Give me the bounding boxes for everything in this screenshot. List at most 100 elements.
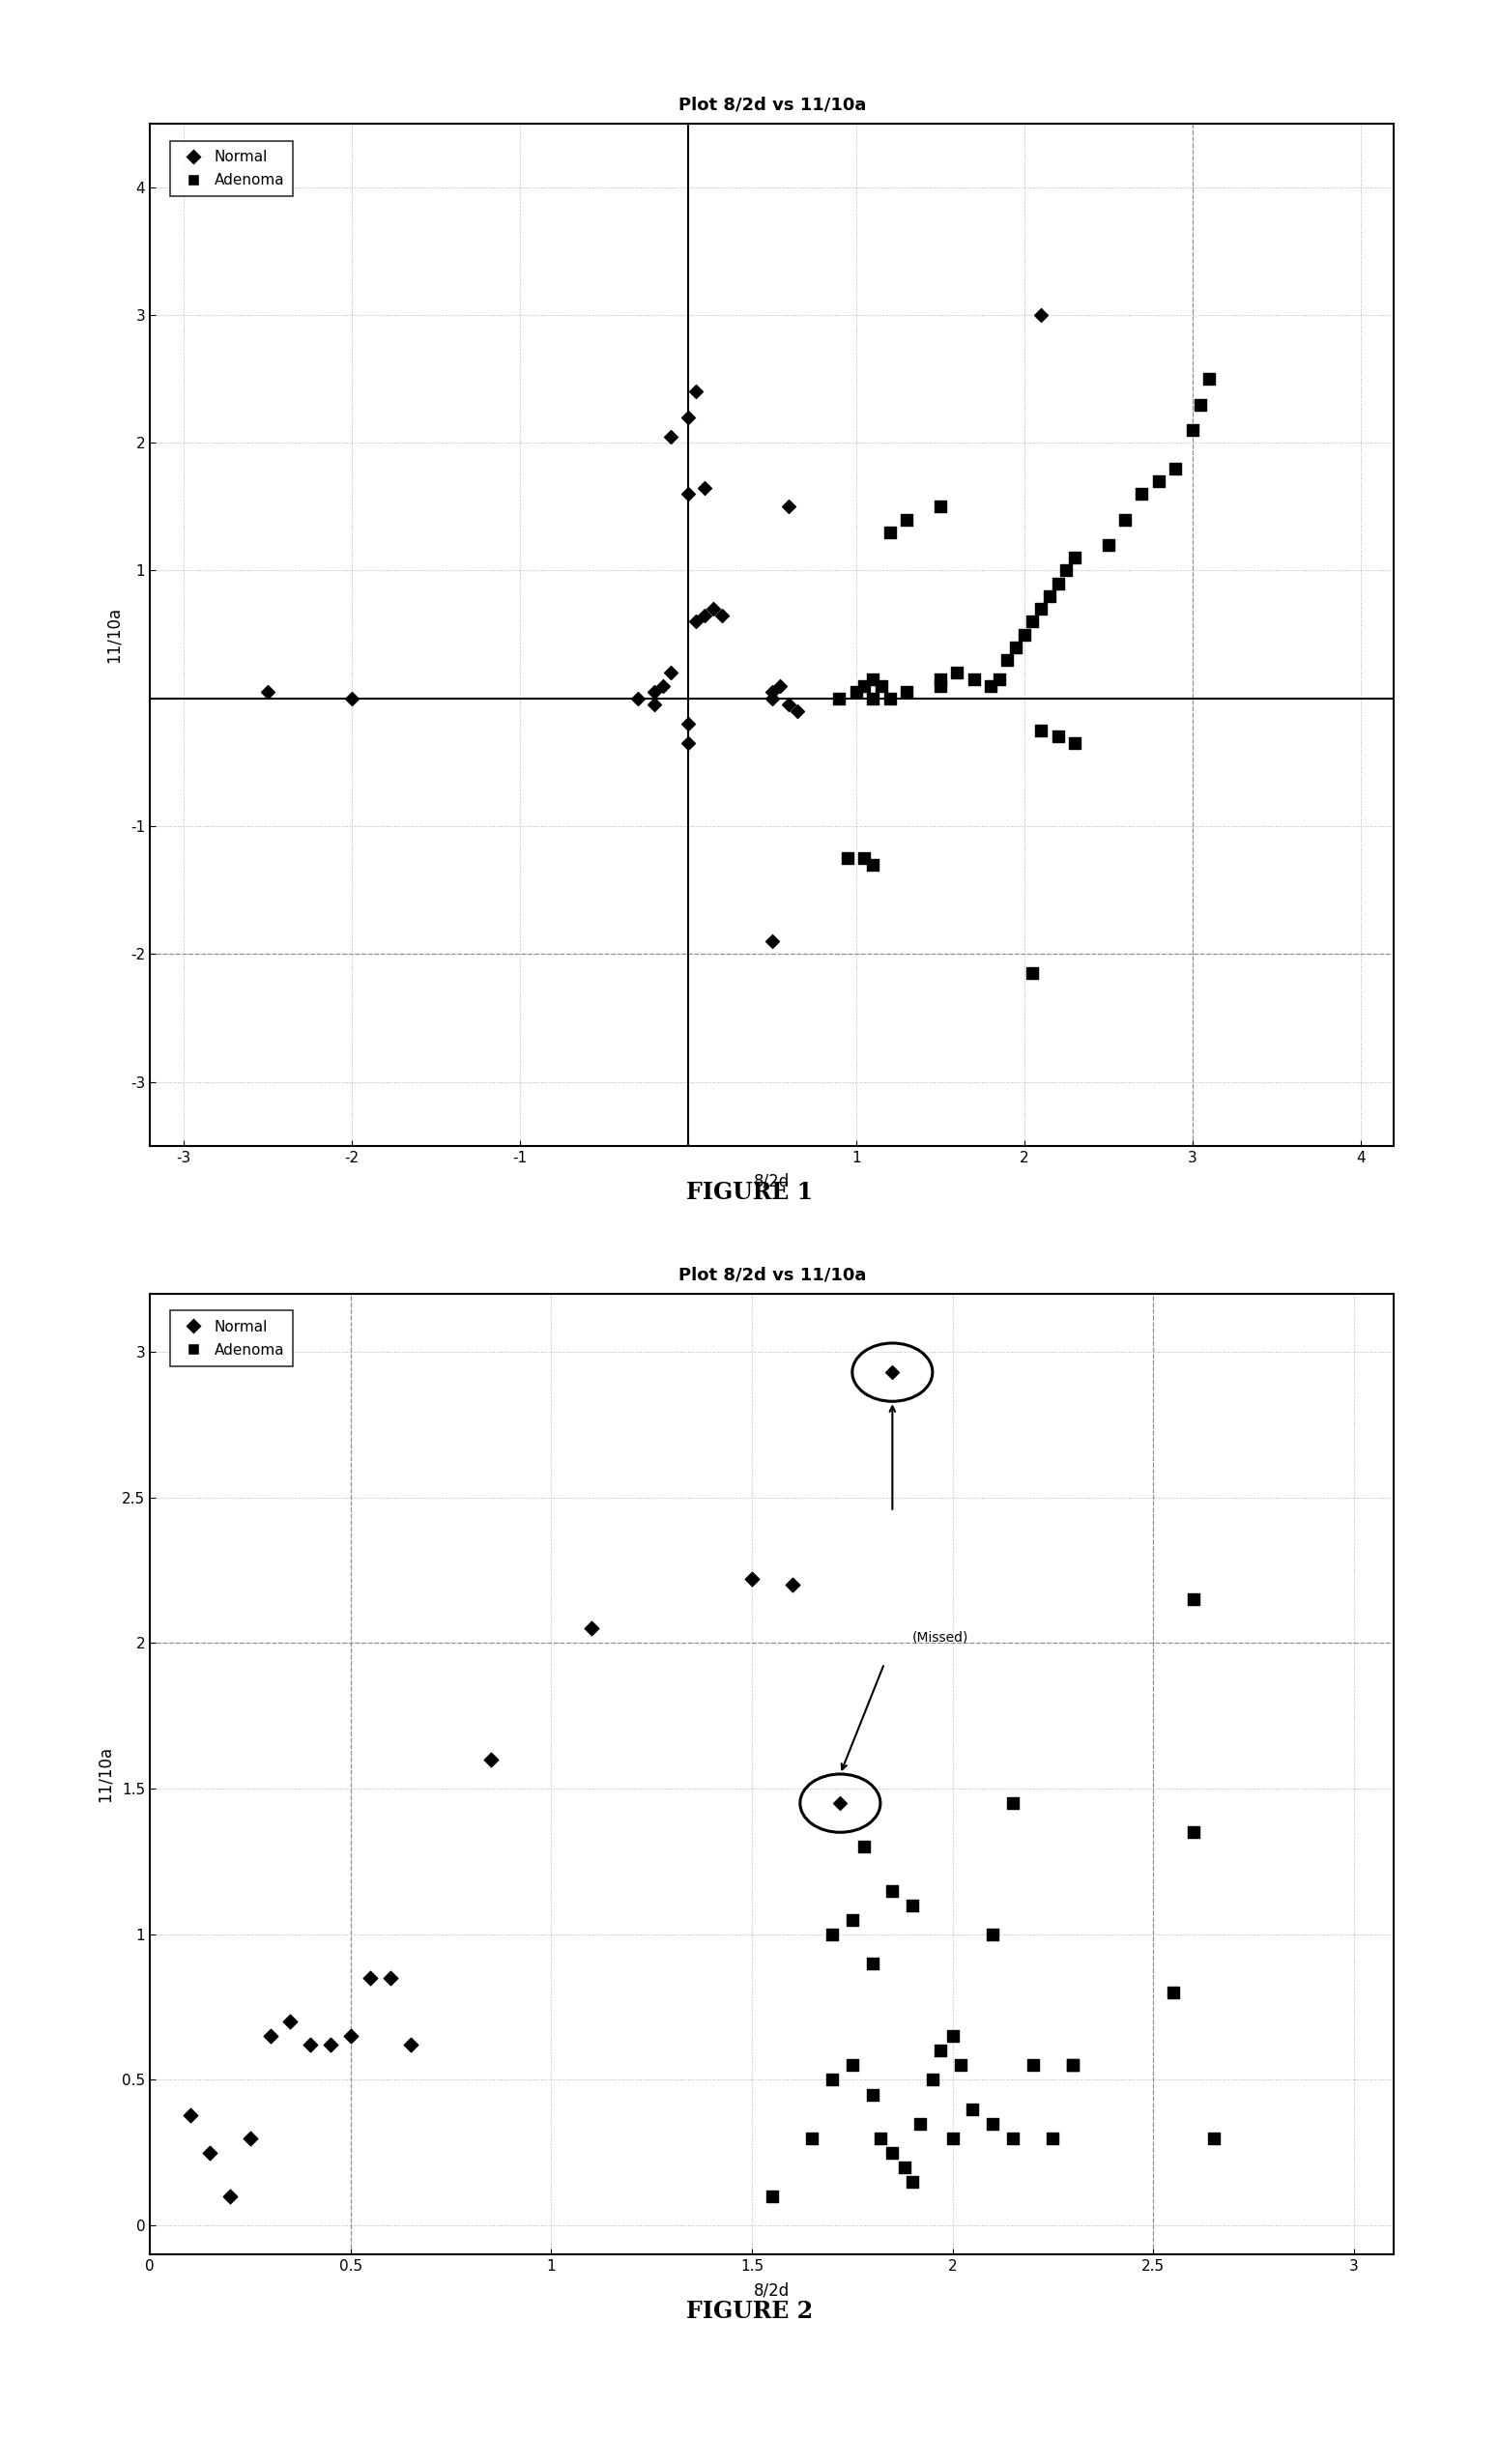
- Adenoma: [827, 678, 851, 717]
- Adenoma: [841, 1900, 865, 1939]
- Adenoma: [928, 2030, 952, 2070]
- Normal: [760, 673, 784, 712]
- Normal: [339, 2016, 363, 2055]
- Normal: [776, 488, 800, 527]
- Adenoma: [860, 660, 884, 700]
- Adenoma: [979, 665, 1003, 705]
- Normal: [178, 2094, 202, 2134]
- Adenoma: [1001, 2119, 1025, 2158]
- Adenoma: [853, 838, 877, 877]
- Adenoma: [920, 2060, 944, 2099]
- Adenoma: [1046, 717, 1070, 756]
- Normal: [198, 2134, 222, 2173]
- Normal: [298, 2025, 322, 2065]
- Adenoma: [995, 641, 1019, 680]
- Normal: [676, 724, 700, 764]
- Adenoma: [853, 1828, 877, 1868]
- Normal: [279, 2001, 303, 2040]
- Adenoma: [1021, 2045, 1045, 2085]
- Normal: [625, 678, 649, 717]
- Adenoma: [980, 2104, 1004, 2144]
- Normal: [785, 692, 809, 732]
- Normal: [676, 397, 700, 436]
- Normal: [399, 2025, 423, 2065]
- Adenoma: [1189, 384, 1213, 424]
- Text: (Missed): (Missed): [913, 1631, 968, 1643]
- Normal: [358, 1959, 382, 1998]
- Adenoma: [928, 665, 952, 705]
- Normal: [685, 601, 709, 641]
- Adenoma: [860, 678, 884, 717]
- Normal: [256, 673, 280, 712]
- Adenoma: [928, 660, 952, 700]
- Adenoma: [895, 673, 919, 712]
- Adenoma: [760, 2176, 784, 2215]
- Adenoma: [860, 845, 884, 885]
- Adenoma: [901, 2161, 925, 2200]
- Adenoma: [860, 1944, 884, 1984]
- Adenoma: [869, 665, 893, 705]
- Normal: [642, 673, 666, 712]
- Adenoma: [1046, 564, 1070, 604]
- Adenoma: [1147, 461, 1171, 500]
- Adenoma: [1202, 2119, 1226, 2158]
- Normal: [580, 1609, 604, 1648]
- Adenoma: [892, 2149, 916, 2188]
- Text: FIGURE 2: FIGURE 2: [687, 2299, 812, 2324]
- Adenoma: [1028, 710, 1052, 749]
- Adenoma: [1096, 525, 1120, 564]
- Legend: Normal, Adenoma: Normal, Adenoma: [169, 1311, 294, 1365]
- Point: [880, 1353, 904, 1392]
- Normal: [238, 2119, 262, 2158]
- Adenoma: [860, 2075, 884, 2114]
- X-axis label: 8/2d: 8/2d: [754, 1173, 790, 1190]
- Adenoma: [1021, 954, 1045, 993]
- Adenoma: [820, 2060, 844, 2099]
- Adenoma: [868, 2119, 892, 2158]
- Adenoma: [878, 678, 902, 717]
- Title: Plot 8/2d vs 11/10a: Plot 8/2d vs 11/10a: [678, 96, 866, 113]
- Legend: Normal, Adenoma: Normal, Adenoma: [169, 140, 294, 197]
- Adenoma: [949, 2045, 973, 2085]
- Adenoma: [835, 838, 859, 877]
- Normal: [769, 665, 793, 705]
- Adenoma: [1198, 360, 1222, 399]
- Adenoma: [1012, 616, 1036, 655]
- Adenoma: [908, 2104, 932, 2144]
- Adenoma: [940, 2119, 964, 2158]
- Adenoma: [986, 660, 1010, 700]
- Normal: [693, 468, 717, 508]
- Y-axis label: 11/10a: 11/10a: [96, 1747, 114, 1801]
- Adenoma: [1130, 473, 1154, 513]
- Adenoma: [878, 513, 902, 552]
- Normal: [693, 596, 717, 636]
- Normal: [660, 416, 684, 456]
- Adenoma: [1004, 628, 1028, 668]
- Normal: [676, 705, 700, 744]
- Adenoma: [1181, 1814, 1205, 1853]
- Adenoma: [944, 653, 968, 692]
- Adenoma: [1063, 724, 1087, 764]
- Adenoma: [1061, 2045, 1085, 2085]
- Normal: [776, 685, 800, 724]
- Normal: [318, 2025, 342, 2065]
- Normal: [480, 1740, 504, 1779]
- Normal: [676, 473, 700, 513]
- Point: [980, 1915, 1004, 1954]
- Normal: [651, 665, 675, 705]
- Adenoma: [800, 2119, 824, 2158]
- Point: [1001, 1784, 1025, 1823]
- Normal: [219, 2176, 243, 2215]
- Normal: [1028, 296, 1052, 335]
- Normal: [741, 1560, 764, 1599]
- Adenoma: [1114, 500, 1138, 540]
- Adenoma: [844, 673, 868, 712]
- Normal: [760, 678, 784, 717]
- Adenoma: [841, 2045, 865, 2085]
- Adenoma: [1037, 577, 1061, 616]
- Adenoma: [895, 500, 919, 540]
- X-axis label: 8/2d: 8/2d: [754, 2282, 790, 2299]
- Adenoma: [1054, 552, 1078, 591]
- Point: [829, 1784, 853, 1823]
- Adenoma: [928, 488, 952, 527]
